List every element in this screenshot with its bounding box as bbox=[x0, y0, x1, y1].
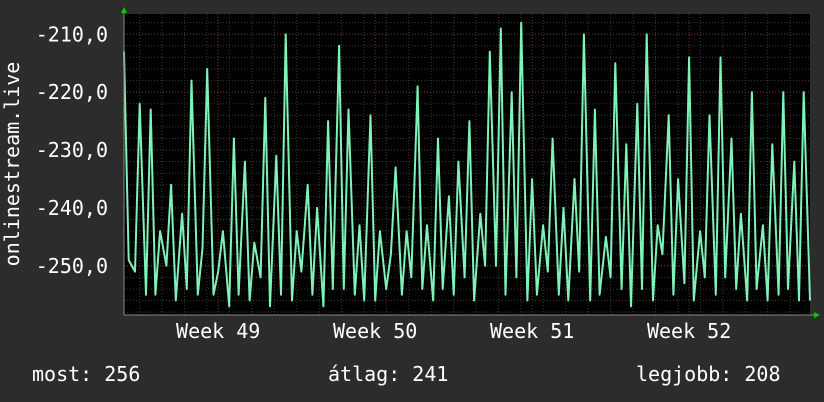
y-tick-label: -240,0 bbox=[36, 196, 108, 220]
x-axis-arrow-icon bbox=[814, 312, 820, 318]
y-axis-label: onlinestream.live bbox=[0, 62, 24, 267]
average-label: átlag: bbox=[328, 362, 401, 386]
x-tick-label: Week 51 bbox=[490, 319, 574, 343]
y-tick-label: -210,0 bbox=[36, 22, 108, 46]
y-axis-arrow-icon bbox=[121, 7, 127, 13]
x-tick-label: Week 50 bbox=[333, 319, 417, 343]
y-tick-label: -250,0 bbox=[36, 254, 108, 278]
y-tick-labels: -210,0 -220,0 -230,0 -240,0 -250,0 bbox=[36, 22, 108, 278]
axes bbox=[121, 7, 820, 318]
x-tick-label: Week 49 bbox=[176, 319, 260, 343]
best-label: legjobb: bbox=[636, 362, 733, 386]
series-line bbox=[123, 21, 811, 308]
average-stat: átlag: 241 bbox=[328, 362, 448, 386]
best-stat: legjobb: 208 bbox=[636, 362, 781, 386]
series-layer bbox=[123, 21, 811, 308]
average-value: 241 bbox=[412, 362, 449, 386]
y-tick-label: -230,0 bbox=[36, 138, 108, 162]
current-value: 256 bbox=[104, 362, 141, 386]
current-stat: most: 256 bbox=[32, 362, 140, 386]
x-tick-labels: Week 49 Week 50 Week 51 Week 52 bbox=[176, 319, 731, 343]
best-value: 208 bbox=[744, 362, 781, 386]
x-tick-label: Week 52 bbox=[647, 319, 731, 343]
y-tick-label: -220,0 bbox=[36, 80, 108, 104]
current-label: most: bbox=[32, 362, 93, 386]
